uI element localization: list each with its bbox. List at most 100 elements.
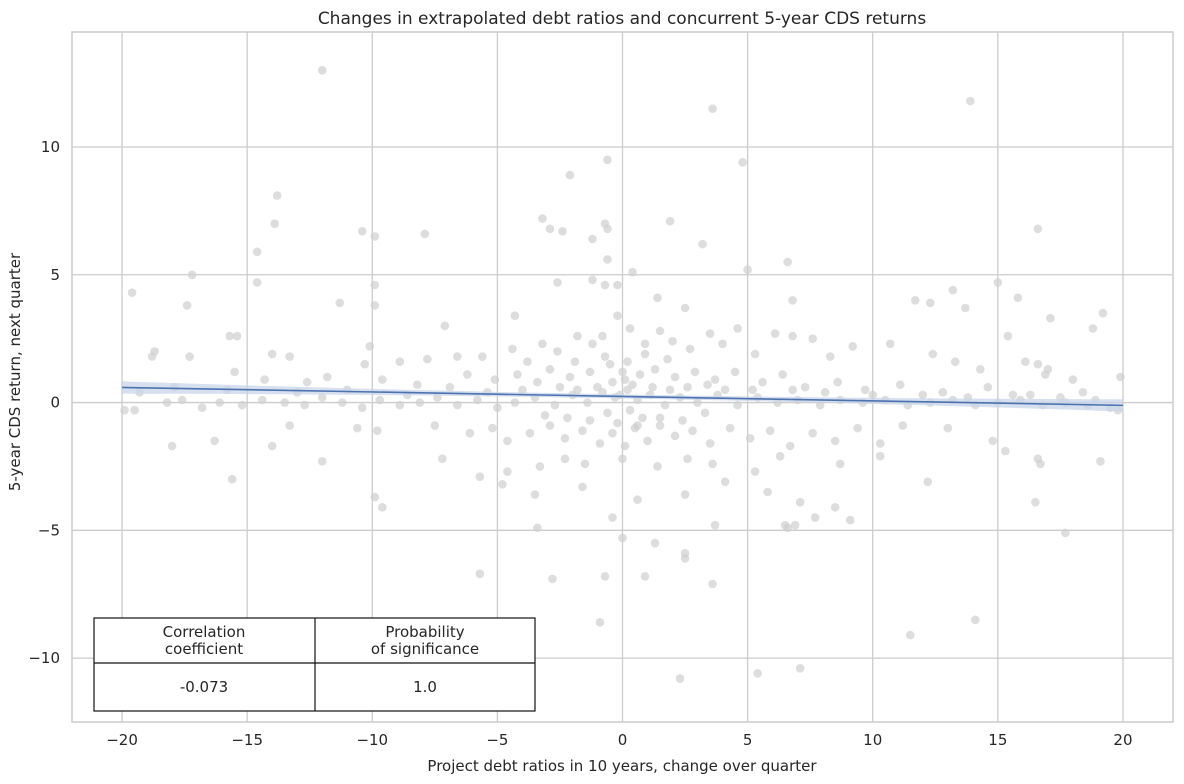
data-point	[620, 441, 630, 451]
data-point	[605, 359, 615, 369]
data-point	[565, 170, 575, 180]
data-point	[302, 377, 312, 387]
data-point	[533, 377, 542, 387]
data-point	[665, 216, 675, 226]
data-point	[763, 487, 772, 497]
data-point	[810, 513, 820, 522]
data-point	[778, 370, 787, 379]
data-point	[600, 352, 610, 361]
data-point	[553, 278, 562, 287]
data-point	[710, 375, 720, 384]
data-point	[705, 439, 715, 448]
data-point	[668, 336, 677, 346]
data-point	[573, 385, 582, 395]
data-point	[708, 459, 717, 469]
data-point	[252, 247, 262, 257]
data-point	[800, 382, 810, 392]
data-point	[690, 367, 700, 377]
data-point	[578, 426, 587, 435]
data-point	[875, 451, 885, 461]
data-point	[1031, 497, 1040, 507]
data-point	[708, 579, 717, 589]
data-point	[365, 342, 375, 351]
data-point	[588, 234, 597, 244]
data-point	[1033, 224, 1043, 234]
data-point	[820, 388, 830, 397]
data-point	[675, 674, 685, 683]
data-point	[518, 385, 527, 395]
data-point	[285, 352, 294, 361]
data-point	[618, 454, 627, 464]
data-point	[1033, 359, 1043, 369]
data-point	[473, 395, 482, 405]
data-point	[1046, 313, 1055, 323]
data-point	[720, 385, 730, 395]
data-point	[415, 398, 425, 407]
stats-value-probability: 1.0	[413, 678, 437, 696]
data-point	[628, 267, 637, 277]
data-point	[710, 520, 720, 530]
data-point	[440, 321, 450, 331]
data-point	[187, 270, 197, 280]
data-point	[853, 423, 863, 433]
stats-header-probability: Probability of significance	[371, 623, 479, 658]
data-point	[618, 367, 627, 377]
data-point	[961, 303, 970, 313]
data-point	[533, 523, 542, 533]
data-point	[730, 367, 740, 377]
data-point	[603, 224, 612, 234]
data-point	[603, 155, 612, 165]
data-point	[395, 400, 405, 410]
data-point	[167, 441, 177, 451]
data-point	[260, 375, 269, 384]
data-point	[535, 462, 545, 471]
data-point	[918, 390, 928, 400]
data-point	[848, 342, 858, 351]
data-point	[845, 515, 855, 525]
data-point	[923, 477, 933, 487]
data-point	[545, 365, 555, 374]
data-point	[232, 331, 242, 341]
data-point	[185, 352, 194, 361]
data-point	[783, 257, 792, 267]
data-point	[1088, 324, 1098, 333]
data-point	[665, 385, 675, 395]
data-point	[360, 359, 370, 369]
data-point	[267, 349, 277, 359]
data-point	[478, 352, 487, 361]
data-point	[490, 375, 500, 384]
data-point	[795, 497, 805, 507]
data-point	[503, 467, 512, 476]
data-point	[733, 400, 742, 410]
y-tick-label: −5	[38, 521, 60, 539]
x-axis-title: Project debt ratios in 10 years, change …	[427, 757, 817, 775]
data-point	[555, 382, 565, 392]
stats-table: Correlation coefficient Probability of sig…	[93, 617, 536, 712]
data-point	[753, 669, 762, 678]
data-point	[1068, 375, 1078, 384]
data-point	[943, 423, 953, 433]
data-point	[585, 367, 595, 377]
data-point	[643, 436, 652, 446]
data-point	[257, 395, 267, 405]
data-point	[948, 285, 958, 295]
data-point	[377, 375, 387, 384]
data-point	[1013, 293, 1023, 303]
stats-header-text: Correlation coefficient	[163, 623, 246, 658]
data-point	[688, 426, 697, 435]
data-point	[1001, 446, 1010, 456]
data-point	[748, 385, 757, 395]
data-point	[357, 227, 367, 236]
data-point	[545, 421, 555, 430]
data-point	[988, 436, 998, 446]
data-point	[775, 451, 785, 461]
data-point	[745, 434, 755, 443]
data-point	[588, 339, 597, 349]
data-point	[938, 388, 948, 397]
data-point	[548, 574, 557, 584]
y-tick-label: 10	[41, 138, 60, 156]
data-point	[335, 298, 345, 308]
data-point	[971, 615, 980, 625]
